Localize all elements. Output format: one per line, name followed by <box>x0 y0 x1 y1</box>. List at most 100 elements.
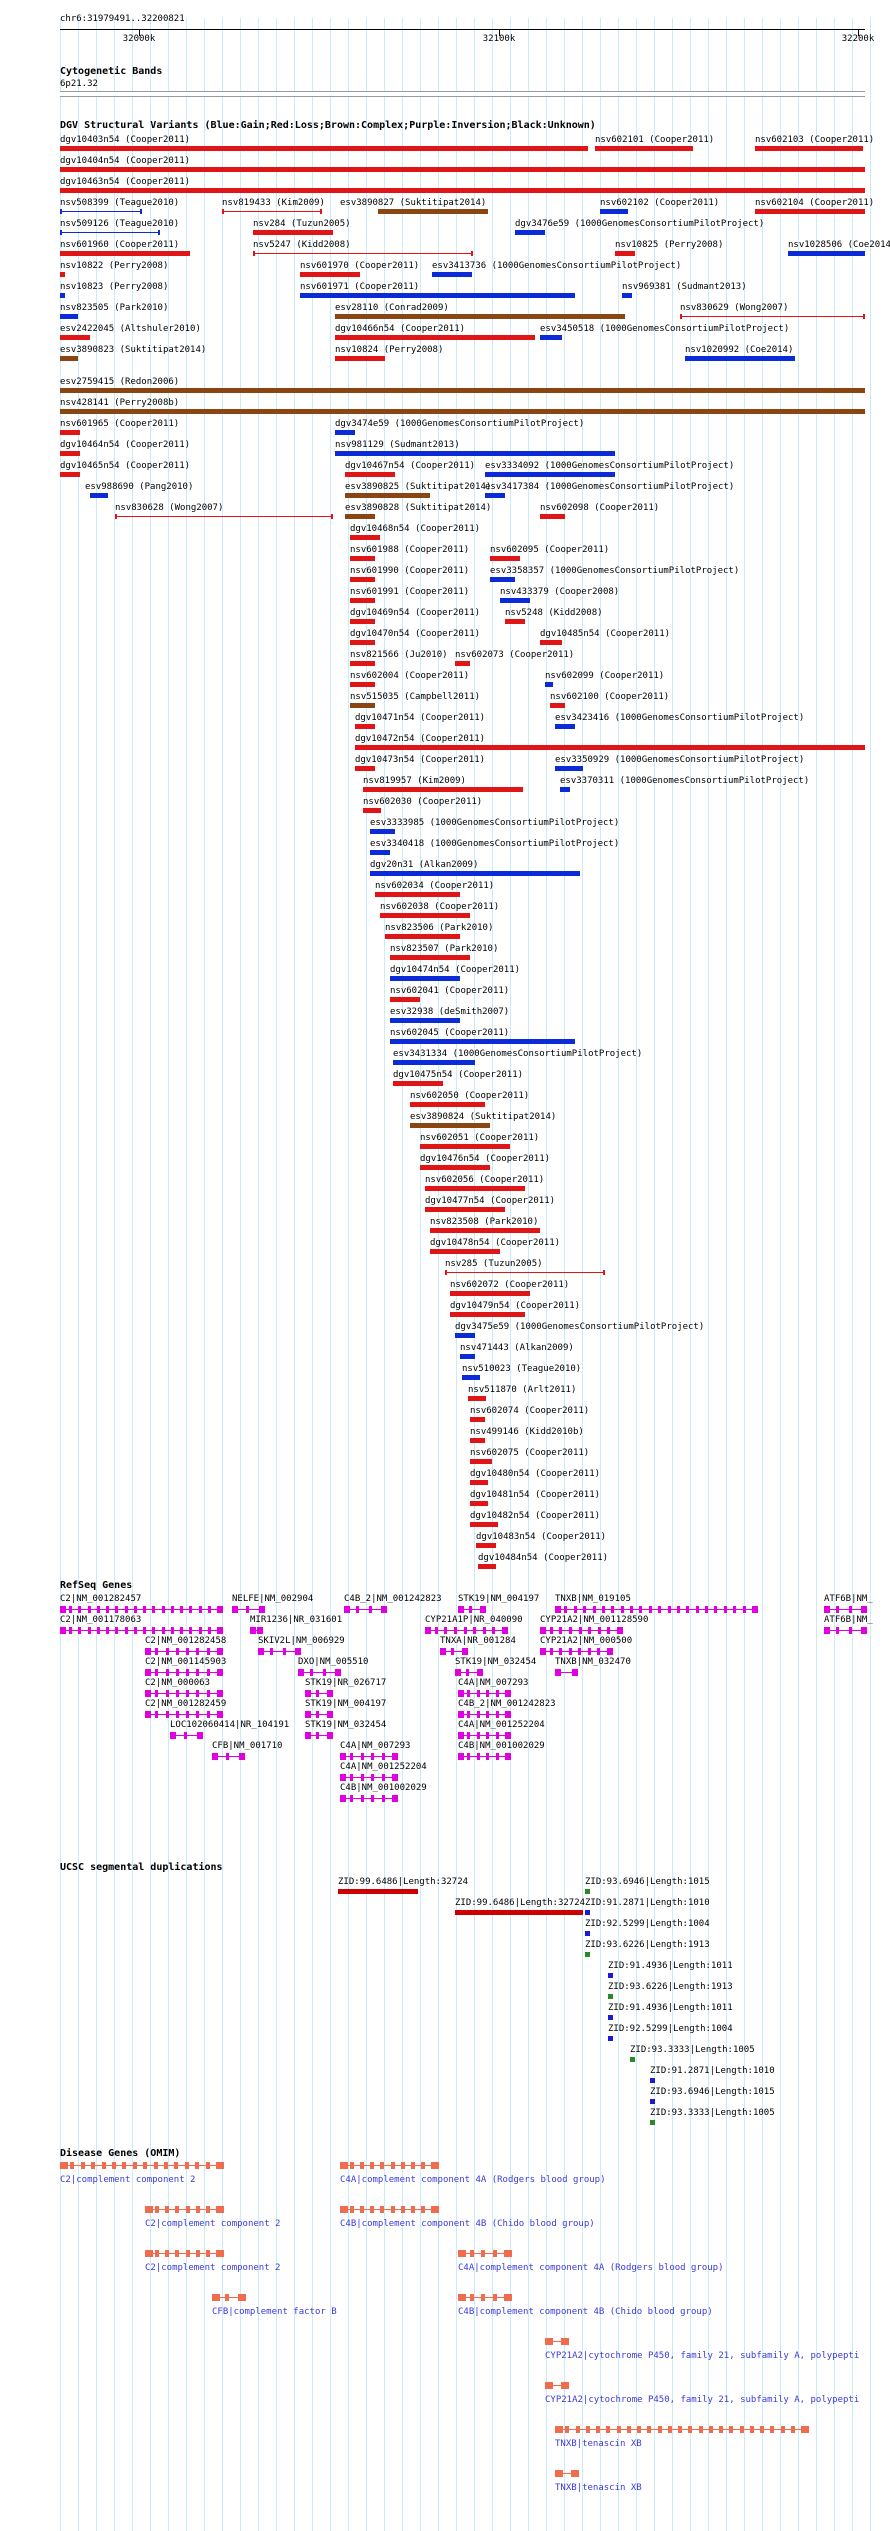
gene-exon[interactable] <box>196 1669 199 1676</box>
gene-exon[interactable] <box>196 1711 199 1718</box>
sv-feature[interactable] <box>390 1018 460 1023</box>
sv-feature[interactable] <box>425 1186 525 1191</box>
gene-exon[interactable] <box>295 1648 301 1655</box>
gene-exon[interactable] <box>496 1753 499 1760</box>
gene-exon[interactable] <box>217 1606 223 1613</box>
sv-feature[interactable] <box>300 293 575 298</box>
disease-exon[interactable] <box>216 2206 224 2213</box>
disease-exon[interactable] <box>470 2250 474 2257</box>
disease-exon[interactable] <box>750 2426 754 2433</box>
sv-feature[interactable] <box>390 997 420 1002</box>
gene-exon[interactable] <box>166 1711 169 1718</box>
disease-exon[interactable] <box>143 2162 147 2169</box>
segdup-feature[interactable] <box>585 1889 590 1894</box>
gene-exon[interactable] <box>199 1606 202 1613</box>
disease-exon[interactable] <box>60 2162 68 2169</box>
sv-feature[interactable] <box>462 1375 480 1380</box>
gene-exon[interactable] <box>257 1627 263 1634</box>
gene-exon[interactable] <box>550 1648 553 1655</box>
disease-exon[interactable] <box>391 2162 395 2169</box>
gene-exon[interactable] <box>496 1690 499 1697</box>
disease-exon[interactable] <box>458 2294 466 2301</box>
segdup-feature[interactable] <box>338 1889 418 1894</box>
disease-exon[interactable] <box>668 2426 672 2433</box>
sv-feature[interactable] <box>470 1522 498 1527</box>
gene-exon[interactable] <box>464 1627 467 1634</box>
disease-label[interactable]: TNXB|tenascin XB <box>555 2483 642 2493</box>
gene-exon[interactable] <box>505 1753 511 1760</box>
gene-exon[interactable] <box>574 1606 577 1613</box>
gene-exon[interactable] <box>197 1732 203 1739</box>
gene-exon[interactable] <box>467 1732 470 1739</box>
gene-exon[interactable] <box>176 1690 179 1697</box>
sv-feature[interactable] <box>470 1417 485 1422</box>
sv-feature[interactable] <box>460 1354 475 1359</box>
gene-exon[interactable] <box>316 1690 319 1697</box>
gene-exon[interactable] <box>607 1648 613 1655</box>
sv-feature[interactable] <box>378 209 488 214</box>
gene-exon[interactable] <box>458 1606 464 1613</box>
disease-exon[interactable] <box>411 2162 415 2169</box>
gene-exon[interactable] <box>477 1690 480 1697</box>
gene-exon[interactable] <box>505 1732 511 1739</box>
gene-exon[interactable] <box>392 1753 398 1760</box>
disease-exon[interactable] <box>801 2426 809 2433</box>
sv-feature[interactable] <box>350 535 380 540</box>
disease-label[interactable]: C2|complement component 2 <box>60 2175 196 2185</box>
disease-exon[interactable] <box>401 2162 405 2169</box>
disease-exon[interactable] <box>206 2206 210 2213</box>
gene-exon[interactable] <box>310 1669 313 1676</box>
gene-exon[interactable] <box>696 1606 699 1613</box>
gene-exon[interactable] <box>335 1669 341 1676</box>
disease-exon[interactable] <box>431 2206 439 2213</box>
sv-feature[interactable] <box>622 293 632 298</box>
gene-exon[interactable] <box>316 1732 319 1739</box>
sv-feature[interactable] <box>470 1501 488 1506</box>
gene-exon[interactable] <box>208 1606 211 1613</box>
gene-exon[interactable] <box>477 1669 483 1676</box>
gene-exon[interactable] <box>212 1753 218 1760</box>
segdup-feature[interactable] <box>585 1910 590 1915</box>
gene-exon[interactable] <box>454 1627 457 1634</box>
disease-exon[interactable] <box>504 2250 512 2257</box>
sv-feature[interactable] <box>490 556 520 561</box>
gene-exon[interactable] <box>496 1732 499 1739</box>
sv-feature[interactable] <box>555 724 575 729</box>
gene-exon[interactable] <box>639 1606 642 1613</box>
disease-exon[interactable] <box>481 2250 485 2257</box>
gene-exon[interactable] <box>569 1627 572 1634</box>
gene-exon[interactable] <box>611 1606 614 1613</box>
gene-exon[interactable] <box>361 1753 364 1760</box>
sv-feature[interactable] <box>410 1102 485 1107</box>
disease-exon[interactable] <box>421 2206 425 2213</box>
sv-feature[interactable] <box>410 1123 490 1128</box>
gene-exon[interactable] <box>207 1669 210 1676</box>
sv-feature[interactable] <box>370 829 395 834</box>
gene-exon[interactable] <box>145 1711 151 1718</box>
gene-exon[interactable] <box>170 1732 176 1739</box>
gene-exon[interactable] <box>550 1627 553 1634</box>
sv-feature[interactable] <box>355 745 865 750</box>
sv-feature[interactable] <box>90 493 108 498</box>
gene-exon[interactable] <box>458 1711 464 1718</box>
gene-exon[interactable] <box>458 1753 464 1760</box>
sv-feature[interactable] <box>615 251 635 256</box>
gene-exon[interactable] <box>598 1627 601 1634</box>
gene-exon[interactable] <box>602 1606 605 1613</box>
gene-exon[interactable] <box>444 1627 447 1634</box>
disease-label[interactable]: C4B|complement component 4B (Chido blood… <box>340 2219 595 2229</box>
disease-exon[interactable] <box>155 2250 159 2257</box>
sv-feature[interactable] <box>470 1459 492 1464</box>
disease-exon[interactable] <box>791 2426 795 2433</box>
gene-exon[interactable] <box>861 1606 867 1613</box>
gene-exon[interactable] <box>327 1690 333 1697</box>
segdup-feature[interactable] <box>585 1952 590 1957</box>
gene-exon[interactable] <box>496 1711 499 1718</box>
gene-exon[interactable] <box>836 1627 839 1634</box>
gene-exon[interactable] <box>849 1627 852 1634</box>
gene-exon[interactable] <box>176 1711 179 1718</box>
gene-exon[interactable] <box>207 1711 210 1718</box>
gene-exon[interactable] <box>97 1606 100 1613</box>
segdup-feature[interactable] <box>608 2036 613 2041</box>
disease-exon[interactable] <box>561 2338 569 2345</box>
